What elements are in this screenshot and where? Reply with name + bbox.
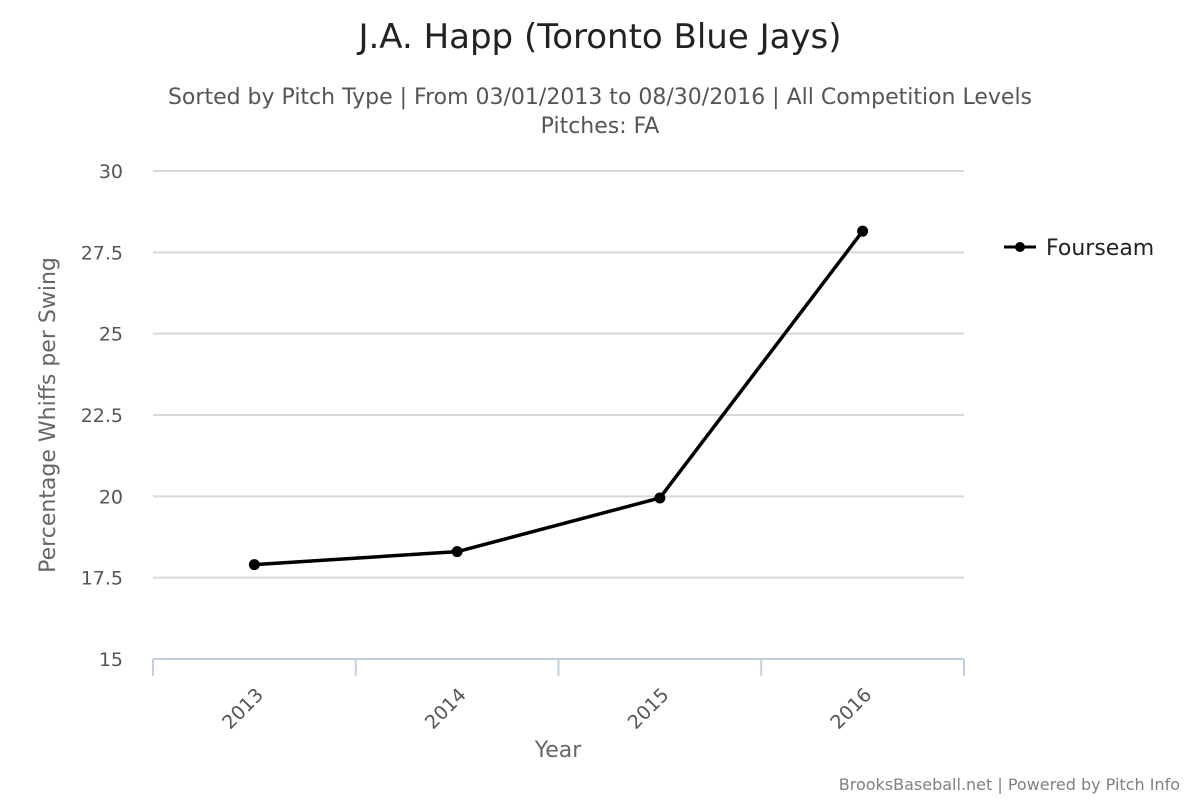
y-tick-label: 22.5 xyxy=(81,405,123,427)
y-tick-label: 17.5 xyxy=(81,568,123,590)
data-point xyxy=(248,559,260,571)
legend-marker-fourseam xyxy=(1015,242,1025,252)
y-tick-label: 15 xyxy=(99,649,123,671)
data-point xyxy=(654,492,666,504)
y-tick-label: 20 xyxy=(99,486,123,508)
chart-subtitle-line2: Pitches: FA xyxy=(541,114,660,139)
legend-label-fourseam: Fourseam xyxy=(1046,236,1154,261)
y-tick-label: 27.5 xyxy=(81,242,123,264)
credits[interactable]: BrooksBaseball.net | Powered by Pitch In… xyxy=(839,775,1180,794)
x-tick-label: 2014 xyxy=(421,684,471,734)
gridlines xyxy=(153,170,964,579)
data-point xyxy=(451,546,463,558)
chart-title: J.A. Happ (Toronto Blue Jays) xyxy=(356,17,841,57)
y-tick-label: 25 xyxy=(99,324,123,346)
x-tick-label: 2016 xyxy=(826,684,876,734)
series-line-0 xyxy=(254,230,865,567)
x-axis-title: Year xyxy=(534,738,583,763)
y-axis-ticks: 15 17.5 20 22.5 25 27.5 30 xyxy=(81,161,123,671)
chart-subtitle-line1: Sorted by Pitch Type | From 03/01/2013 t… xyxy=(168,85,1032,110)
y-tick-label: 30 xyxy=(99,161,123,183)
data-point xyxy=(857,225,869,237)
y-axis-title: Percentage Whiffs per Swing xyxy=(36,257,61,573)
x-tick-label: 2015 xyxy=(624,684,674,734)
x-axis: 2013 2014 2015 2016 xyxy=(152,658,965,734)
series-layer xyxy=(248,225,869,571)
legend[interactable]: Fourseam xyxy=(1004,236,1154,261)
x-tick-label: 2013 xyxy=(218,684,268,734)
